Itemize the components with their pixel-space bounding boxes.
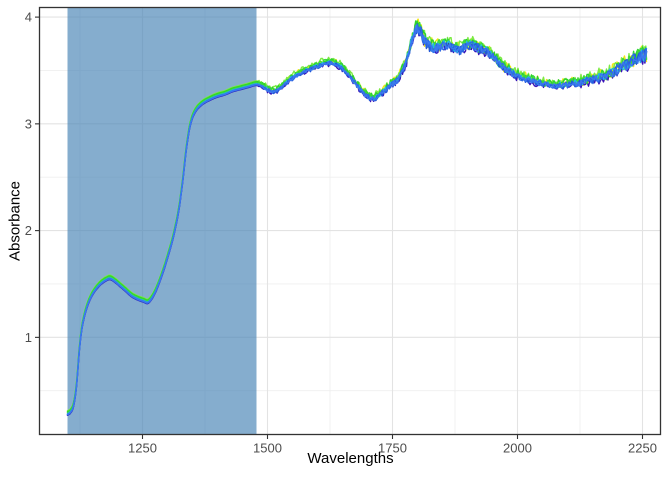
x-axis-title: Wavelengths bbox=[307, 450, 394, 467]
panel-border bbox=[38, 6, 662, 436]
x-tick-label: 1500 bbox=[253, 441, 282, 456]
x-tick-label: 1250 bbox=[128, 441, 157, 456]
x-tick-label: 2000 bbox=[503, 441, 532, 456]
y-tick-label: 2 bbox=[25, 223, 32, 238]
x-tick-label: 2250 bbox=[628, 441, 657, 456]
y-axis-title: Absorbance bbox=[6, 180, 24, 262]
x-tick-label: 1750 bbox=[378, 441, 407, 456]
y-tick-label: 4 bbox=[25, 10, 32, 25]
y-tick-label: 1 bbox=[25, 330, 32, 345]
spectrum-blue-3 bbox=[66, 24, 648, 416]
y-tick-label: 3 bbox=[25, 116, 32, 131]
selected-wavelength-band bbox=[67, 7, 257, 435]
spectrum-green-1 bbox=[66, 20, 648, 413]
